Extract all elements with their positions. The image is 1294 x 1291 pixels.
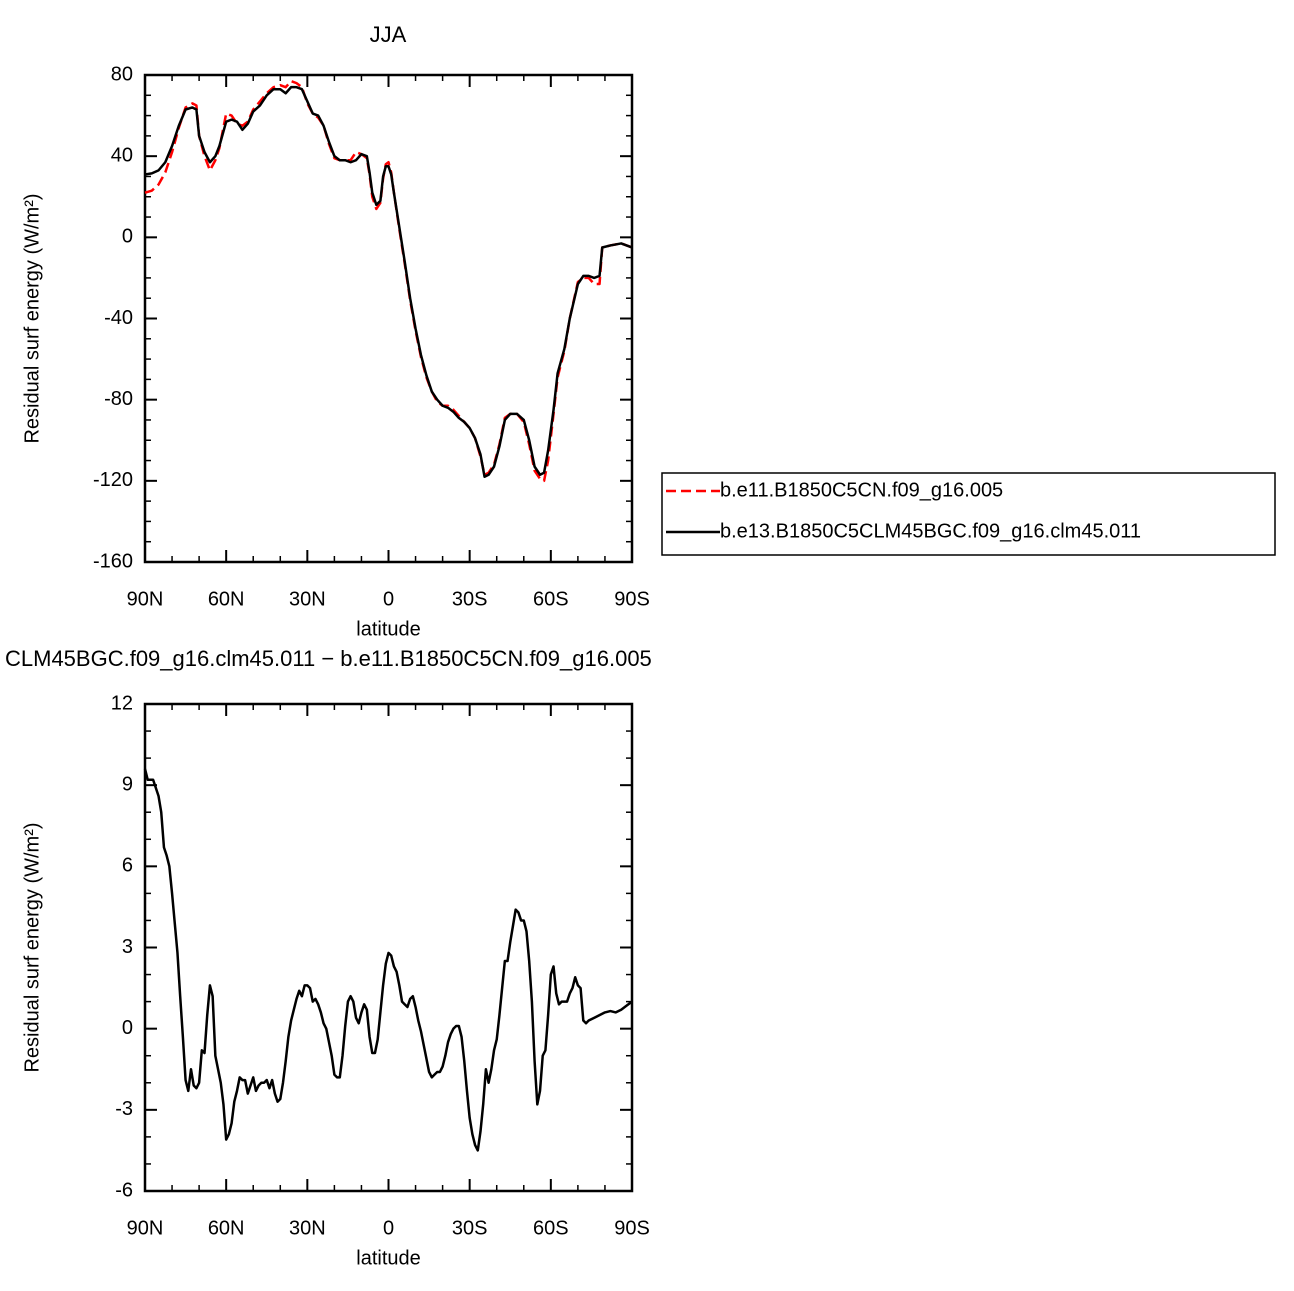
y-tick-label: 9 — [122, 773, 133, 795]
x-tick-label: 90S — [614, 1217, 650, 1239]
x-tick-label: 30N — [289, 1217, 326, 1239]
y-tick-label: 6 — [122, 855, 133, 877]
series-line — [143, 768, 633, 1152]
y-tick-label: 12 — [111, 692, 133, 714]
legend-label: b.e13.B1850C5CLM45BGC.f09_g16.clm45.011 — [720, 520, 1141, 542]
x-tick-label: 30N — [289, 588, 326, 610]
y-tick-label: 3 — [122, 936, 133, 958]
y-axis-label: Residual surf energy (W/m²) — [21, 193, 43, 443]
x-axis-label: latitude — [356, 618, 421, 640]
x-tick-label: 60N — [208, 588, 245, 610]
y-tick-label: 80 — [111, 63, 133, 85]
y-tick-label: -120 — [93, 469, 133, 491]
legend-label: b.e11.B1850C5CN.f09_g16.005 — [720, 479, 1003, 501]
x-tick-label: 90N — [127, 1217, 164, 1239]
x-tick-label: 90N — [127, 588, 164, 610]
legend-box — [661, 472, 1276, 556]
y-tick-label: -3 — [115, 1098, 133, 1120]
x-tick-label: 60S — [533, 1217, 569, 1239]
x-tick-label: 30S — [452, 1217, 488, 1239]
x-tick-label: 60S — [533, 588, 569, 610]
chart-title: JJA — [370, 22, 407, 47]
x-axis-label: latitude — [356, 1247, 421, 1269]
y-tick-label: 0 — [122, 1017, 133, 1039]
y-tick-label: 40 — [111, 144, 133, 166]
y-tick-label: -40 — [104, 307, 133, 329]
chart-title: CLM45BGC.f09_g16.clm45.011 − b.e11.B1850… — [5, 646, 652, 671]
x-tick-label: 30S — [452, 588, 488, 610]
y-tick-label: 0 — [122, 226, 133, 248]
y-tick-label: -6 — [115, 1179, 133, 1201]
y-tick-label: -160 — [93, 550, 133, 572]
x-tick-label: 0 — [383, 1217, 394, 1239]
series-line — [144, 85, 633, 479]
x-tick-label: 0 — [383, 588, 394, 610]
x-tick-label: 60N — [208, 1217, 245, 1239]
y-axis-label: Residual surf energy (W/m²) — [21, 822, 43, 1072]
x-tick-label: 90S — [614, 588, 650, 610]
y-tick-label: -80 — [104, 388, 133, 410]
series-line — [144, 79, 633, 483]
